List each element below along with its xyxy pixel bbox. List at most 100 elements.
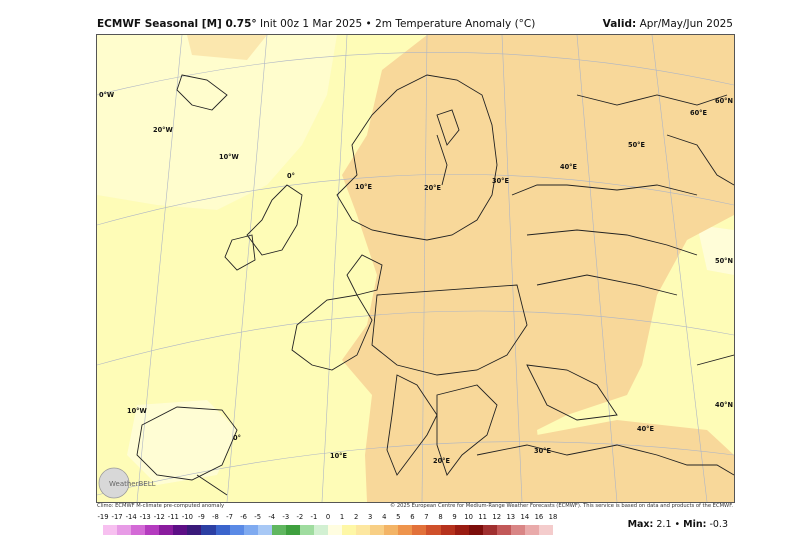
colorbar-tick-label: 5 — [396, 513, 401, 521]
colorbar-tick-label: 9 — [452, 513, 457, 521]
colorbar-swatch — [510, 525, 525, 535]
label-20w: 20°W — [153, 126, 173, 134]
colorbar-swatch — [412, 525, 427, 535]
label-20e-bottom: 20°E — [433, 457, 450, 465]
colorbar-tick-label: 4 — [382, 513, 387, 521]
colorbar-tick-label: -5 — [254, 513, 262, 521]
colorbar-swatch — [215, 525, 230, 535]
label-0-bottom: 0° — [233, 434, 241, 442]
anomaly-map: WeatherBELL 0°W 20°W 10°W 0° 10°E 20°E 3… — [96, 34, 735, 503]
colorbar-swatch — [356, 525, 371, 535]
colorbar-tick-label: 18 — [548, 513, 558, 521]
colorbar-swatch — [328, 525, 343, 535]
colorbar: -19 -17 -14 -13 -12 -11 -10 -9 -8 -7 -6 -5 -4 -3 -2 -1 0… — [97, 513, 569, 543]
colorbar-swatch — [271, 525, 286, 535]
max-label: Max: — [627, 519, 654, 530]
colorbar-swatch — [159, 525, 174, 535]
label-0w-top: 0°W — [99, 91, 115, 99]
colorbar-tick-label: -9 — [198, 513, 205, 521]
colorbar-tick-label: -19 — [97, 513, 109, 521]
colorbar-tick-label: 12 — [492, 513, 502, 521]
colorbar-tick-label: -11 — [167, 513, 179, 521]
cool-area-atlantic — [97, 35, 337, 210]
colorbar-tick-label: 6 — [410, 513, 415, 521]
max-min: Max: 2.1 • Min: -0.3 — [628, 519, 728, 530]
max-value: 2.1 — [653, 519, 672, 530]
colorbar-tick-label: -6 — [240, 513, 248, 521]
colorbar-swatch — [285, 525, 300, 535]
map-header: ECMWF Seasonal [M] 0.75° Init 00z 1 Mar … — [97, 16, 733, 36]
min-value: -0.3 — [706, 519, 728, 530]
valid-value: Apr/May/Jun 2025 — [636, 18, 733, 30]
label-10w: 10°W — [219, 153, 239, 161]
anomaly-field-warm-south — [527, 420, 734, 502]
map-svg: WeatherBELL 0°W 20°W 10°W 0° 10°E 20°E 3… — [97, 35, 734, 502]
colorbar-swatch — [440, 525, 455, 535]
colorbar-swatch — [229, 525, 244, 535]
label-40e-bottom: 40°E — [637, 425, 654, 433]
colorbar-tick-label: -7 — [226, 513, 233, 521]
colorbar-swatch — [426, 525, 441, 535]
colorbar-swatch — [468, 525, 483, 535]
label-10e-bottom: 10°E — [330, 452, 347, 460]
colorbar-swatch — [173, 525, 188, 535]
valid-period: Valid: Apr/May/Jun 2025 — [603, 18, 733, 30]
colorbar-swatch — [201, 525, 216, 535]
colorbar-tick-label: -13 — [139, 513, 151, 521]
anomaly-field-warm-bits — [397, 185, 452, 230]
colorbar-tick-label: 3 — [368, 513, 373, 521]
colorbar-swatch — [103, 525, 118, 535]
colorbar-swatch — [496, 525, 511, 535]
credits: Climo: ECMWF M-climate pre-computed anom… — [97, 503, 733, 513]
label-10e: 10°E — [355, 183, 372, 191]
weatherbell-logo: WeatherBELL — [98, 467, 156, 499]
anomaly-field-warm — [342, 35, 734, 502]
colorbar-tick-label: -8 — [212, 513, 219, 521]
cool-area-iberia — [127, 400, 237, 485]
colorbar-tick-label: 8 — [438, 513, 443, 521]
colorbar-labels: -19 -17 -14 -13 -12 -11 -10 -9 -8 -7 -6 -5 -4 -3 -2 -1 0… — [97, 513, 569, 523]
colorbar-tick-label: 16 — [534, 513, 544, 521]
colorbar-tick-label: 11 — [478, 513, 488, 521]
colorbar-tick-label: 7 — [424, 513, 429, 521]
colorbar-tick-label: -2 — [296, 513, 304, 521]
colorbar-tick-label: -10 — [181, 513, 193, 521]
label-50n: 50°N — [715, 257, 733, 265]
stats-separator: • — [671, 519, 684, 530]
map-title: ECMWF Seasonal [M] 0.75° Init 00z 1 Mar … — [97, 18, 535, 30]
label-10w-bottom: 10°W — [127, 407, 147, 415]
min-label: Min: — [683, 519, 707, 530]
label-50e: 50°E — [628, 141, 645, 149]
colorbar-tick-label: 1 — [339, 513, 345, 521]
title-details: Init 00z 1 Mar 2025 • 2m Temperature Ano… — [256, 18, 536, 30]
colorbar-swatch — [384, 525, 399, 535]
label-20e: 20°E — [424, 184, 441, 192]
label-30e-bottom: 30°E — [534, 447, 551, 455]
colorbar-swatch — [398, 525, 413, 535]
label-40n: 40°N — [715, 401, 733, 409]
cool-area-east — [697, 225, 734, 275]
colorbar-tick-label: 14 — [520, 513, 530, 521]
colorbar-swatch — [145, 525, 160, 535]
title-model: ECMWF Seasonal [M] 0.75° — [97, 18, 257, 30]
valid-label: Valid: — [602, 18, 637, 30]
colorbar-tick-label: -1 — [310, 513, 318, 521]
colorbar-swatch — [299, 525, 314, 535]
colorbar-swatch — [131, 525, 146, 535]
colorbar-tick-label: 10 — [464, 513, 473, 521]
ecmwf-credit: © 2025 European Centre for Medium-Range … — [389, 503, 733, 509]
colorbar-tick-label: -4 — [268, 513, 276, 521]
colorbar-swatch — [257, 525, 272, 535]
colorbar-swatch — [370, 525, 385, 535]
climo-credit: Climo: ECMWF M-climate pre-computed anom… — [97, 503, 225, 509]
logo-text: WeatherBELL — [109, 480, 156, 488]
anomaly-field-warm-north — [187, 35, 267, 60]
colorbar-tick-label: -12 — [153, 513, 165, 521]
colorbar-tick-label: 0 — [325, 513, 331, 521]
label-0: 0° — [287, 172, 295, 180]
colorbar-tick-label: -3 — [282, 513, 290, 521]
colorbar-swatch — [454, 525, 469, 535]
colorbar-swatch — [538, 525, 553, 535]
colorbar-bar — [103, 525, 553, 535]
colorbar-tick-label: -14 — [125, 513, 137, 521]
